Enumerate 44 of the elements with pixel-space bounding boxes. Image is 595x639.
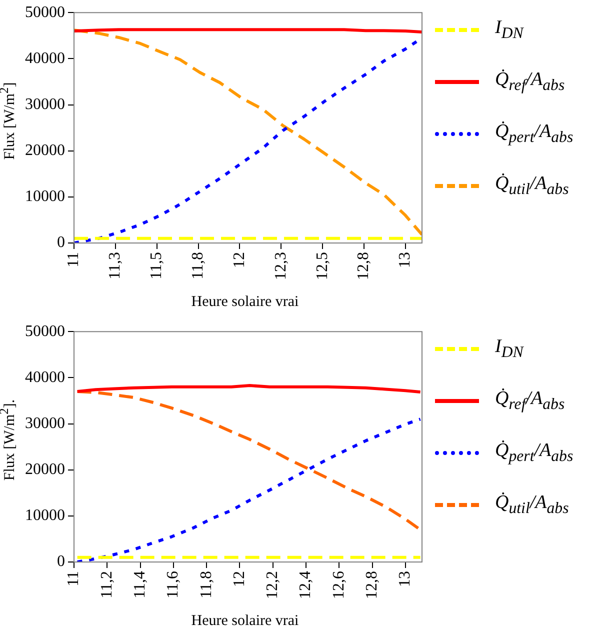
x-tick-label: 12,5 xyxy=(314,252,331,280)
x-tick-label: 13 xyxy=(396,252,414,268)
y-tick-label: 30000 xyxy=(25,414,65,432)
x-tick-label: 12 xyxy=(230,571,248,587)
x-axis-title: Heure solaire vrai xyxy=(190,294,300,311)
legend-label: I$_{DN}$ xyxy=(495,336,524,362)
line-series xyxy=(76,418,422,562)
line-series xyxy=(76,390,422,532)
legend-label: Q̇$_{pert}$/A$_{abs}$ xyxy=(495,440,574,466)
x-tick-label: 11 xyxy=(65,571,82,586)
y-tick-label: 30000 xyxy=(25,96,65,113)
y-tick-label: 50000 xyxy=(25,322,65,340)
legend-label: I$_{DN}$ xyxy=(495,17,524,43)
legend-label: Q̇$_{pert}$/A$_{abs}$ xyxy=(495,121,574,147)
x-tick-label: 12,8 xyxy=(363,571,380,599)
y-tick-label: 0 xyxy=(57,234,65,252)
x-tick-label: 11 xyxy=(65,252,82,268)
x-tick-label: 12,3 xyxy=(272,252,290,280)
x-tick-label: 11,6 xyxy=(164,571,182,598)
x-tick-label: 11,3 xyxy=(106,252,124,280)
y-tick-label: 10000 xyxy=(25,188,65,206)
y-tick-label: 10000 xyxy=(25,507,65,524)
x-tick-label: 12,8 xyxy=(355,252,372,280)
legend-label: Q̇$_{ref}$/A$_{abs}$ xyxy=(495,388,565,414)
x-tick-label: 12,4 xyxy=(297,571,314,599)
y-tick-label: 20000 xyxy=(25,142,65,160)
y-tick-label: 0 xyxy=(57,553,65,570)
legend-label: Q̇$_{util}$/A$_{abs}$ xyxy=(495,173,569,199)
x-tick-label: 12 xyxy=(230,252,248,268)
y-tick-label: 40000 xyxy=(25,50,65,67)
x-tick-label: 11,5 xyxy=(148,252,166,280)
x-tick-label: 11,2 xyxy=(98,571,116,598)
x-tick-label: 12,2 xyxy=(264,571,282,599)
x-tick-label: 13 xyxy=(396,571,414,587)
x-tick-label: 11,8 xyxy=(198,571,215,598)
x-axis-title: Heure solaire vrai xyxy=(190,613,300,630)
y-tick-label: 40000 xyxy=(25,368,65,386)
x-tick-label: 11,8 xyxy=(189,252,206,280)
y-tick-label: 50000 xyxy=(25,4,65,21)
x-tick-label: 11,4 xyxy=(131,571,148,598)
legend-label: Q̇$_{ref}$/A$_{abs}$ xyxy=(495,69,565,95)
legend-label: Q̇$_{util}$/A$_{abs}$ xyxy=(495,492,569,518)
x-tick-label: 12,6 xyxy=(330,571,348,599)
y-tick-label: 20000 xyxy=(25,461,65,478)
